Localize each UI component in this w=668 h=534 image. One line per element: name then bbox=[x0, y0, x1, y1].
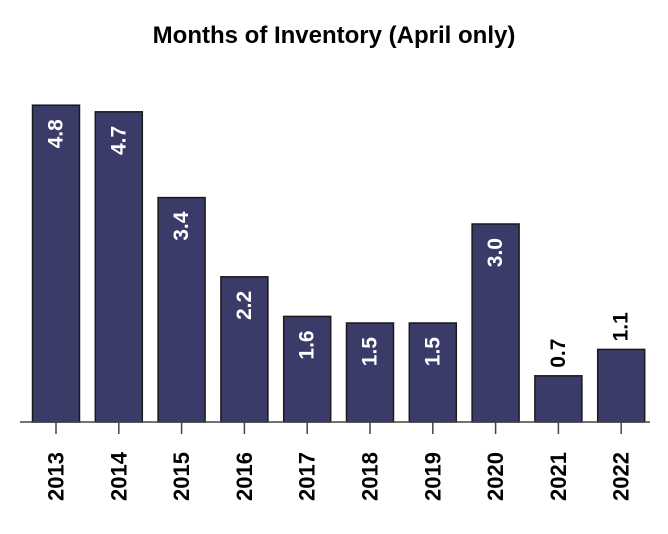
bar-2013 bbox=[31, 104, 81, 423]
bar-2021 bbox=[534, 375, 583, 423]
x-tick-label-2022: 2022 bbox=[609, 452, 634, 501]
value-label-2021: 0.7 bbox=[547, 339, 570, 368]
x-tick-label-2015: 2015 bbox=[169, 452, 194, 501]
x-tick-label-2021: 2021 bbox=[546, 452, 571, 501]
x-tick-label-2016: 2016 bbox=[232, 452, 257, 501]
bar-2014 bbox=[94, 111, 144, 423]
x-tick-label-2014: 2014 bbox=[106, 451, 131, 501]
value-label-2018: 1.5 bbox=[359, 337, 382, 367]
bar-2020 bbox=[471, 223, 520, 423]
bars-layer bbox=[31, 104, 646, 423]
x-tick-label-2013: 2013 bbox=[44, 452, 69, 501]
value-label-2022: 1.1 bbox=[610, 312, 633, 342]
value-label-2020: 3.0 bbox=[484, 238, 507, 267]
value-label-2013: 4.8 bbox=[45, 119, 68, 149]
x-tick-label-2017: 2017 bbox=[295, 452, 320, 501]
bar-2022 bbox=[596, 348, 646, 423]
bar-2019 bbox=[408, 322, 458, 423]
value-label-2014: 4.7 bbox=[107, 126, 130, 155]
value-label-2017: 1.6 bbox=[296, 330, 319, 359]
category-labels-layer: 2013 2014 2015 2016 2017 2018 2019 2020 2021 2022 bbox=[44, 451, 634, 501]
x-tick-label-2019: 2019 bbox=[420, 452, 445, 501]
value-labels-layer: 4.8 4.7 3.4 2.2 1.6 1.5 1.5 3.0 0.7 1.1 bbox=[45, 119, 633, 368]
value-label-2019: 1.5 bbox=[421, 337, 444, 367]
x-tick-label-2018: 2018 bbox=[358, 452, 383, 501]
x-tick-label-2020: 2020 bbox=[483, 452, 508, 501]
ticks-layer bbox=[55, 422, 622, 434]
chart-title: Months of Inventory (April only) bbox=[152, 22, 516, 49]
value-label-2015: 3.4 bbox=[170, 211, 193, 241]
value-label-2016: 2.2 bbox=[233, 291, 256, 320]
bar-2015 bbox=[157, 196, 206, 423]
